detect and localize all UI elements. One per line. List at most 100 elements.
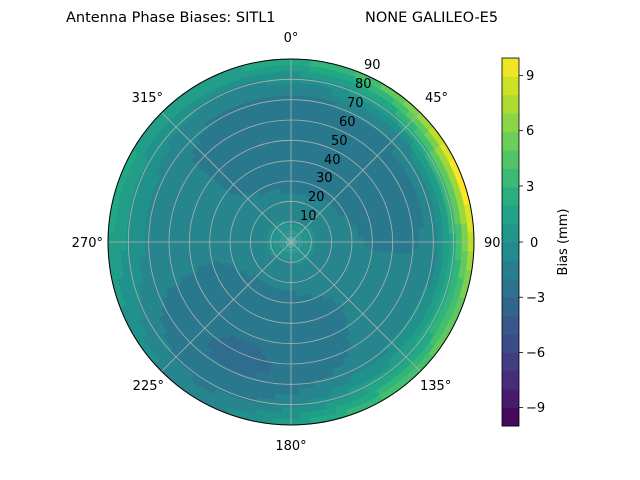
colorbar-ticks: [519, 75, 523, 409]
contour-cell: [295, 252, 300, 260]
contour-cell: [297, 387, 308, 396]
contour-cell: [382, 236, 390, 244]
contour-cell: [299, 257, 305, 265]
contour-cell: [298, 218, 303, 226]
contour-cell: [357, 234, 366, 240]
contour-cell: [301, 233, 309, 238]
contour-cell: [298, 226, 305, 234]
contour-cell: [305, 216, 312, 224]
contour-cell: [316, 221, 324, 228]
contour-cell: [411, 254, 420, 264]
contour-cell: [300, 220, 307, 228]
colorbar-label: Bias (mm): [556, 209, 571, 276]
contour-cell: [284, 339, 291, 347]
contour-cell: [300, 229, 307, 235]
contour-cell: [318, 254, 326, 260]
contour-cell: [321, 245, 329, 249]
colorbar-band: [502, 76, 519, 96]
contour-cell: [291, 239, 298, 242]
contour-cell: [376, 242, 384, 248]
contour-cell: [296, 252, 301, 260]
radial-tick-20: 20: [308, 190, 325, 205]
contour-cell: [293, 302, 299, 311]
contour-cell: [298, 251, 305, 258]
contour-cell: [375, 306, 386, 317]
contour-cell: [376, 237, 384, 243]
contour-cell: [304, 224, 312, 231]
contour-cell: [274, 276, 280, 284]
contour-cell: [289, 400, 300, 408]
contour-cell: [282, 363, 291, 372]
contour-cell: [297, 251, 303, 259]
contour-cell: [302, 237, 311, 241]
contour-cell: [297, 258, 302, 267]
contour-cell: [351, 242, 360, 247]
colorbar-band: [502, 168, 519, 188]
contour-cell: [291, 242, 294, 249]
contour-cell: [291, 100, 300, 109]
contour-cell: [393, 224, 402, 233]
colorbar-band: [502, 315, 519, 335]
contour-cell: [291, 76, 302, 84]
contour-cell: [331, 226, 340, 232]
contour-cell: [291, 240, 299, 242]
contour-cell: [284, 272, 288, 280]
contour-cell: [287, 266, 290, 274]
contour-cell: [417, 220, 426, 230]
contour-cell: [288, 254, 291, 262]
contour-cell: [371, 311, 383, 322]
contour-cell: [301, 269, 307, 278]
contour-cell: [313, 250, 321, 256]
contour-cell: [300, 344, 309, 353]
contour-cell: [304, 107, 314, 116]
contour-cell: [291, 161, 297, 169]
contour-cell: [294, 231, 301, 238]
contour-cell: [299, 212, 305, 220]
contour-cell: [302, 236, 311, 240]
contour-cell: [289, 339, 297, 347]
contour-cell: [423, 219, 432, 230]
contour-cell: [308, 232, 316, 237]
contour-cell: [296, 217, 301, 225]
contour-cell: [292, 266, 295, 274]
contour-cell: [283, 278, 288, 286]
contour-cell: [291, 130, 298, 139]
contour-cell: [309, 222, 317, 228]
contour-cell: [375, 246, 384, 253]
contour-cell: [284, 265, 288, 274]
chart-title-left: Antenna Phase Biases: SITL1: [66, 10, 276, 26]
contour-cell: [351, 231, 360, 237]
contour-cell: [286, 253, 290, 262]
contour-cell: [307, 248, 315, 253]
contour-cell: [286, 308, 291, 317]
contour-cell: [279, 332, 287, 341]
contour-cell: [291, 247, 294, 256]
contour-cell: [298, 264, 303, 273]
contour-cell: [300, 270, 305, 279]
contour-cell: [315, 243, 323, 246]
contour-cell: [284, 333, 291, 341]
angular-tick-315: 315°: [132, 91, 163, 106]
contour-cell: [292, 253, 296, 262]
contour-cell: [291, 242, 295, 249]
contour-cell: [295, 253, 299, 261]
contour-cell: [306, 228, 314, 234]
contour-cell: [296, 236, 304, 240]
contour-cell: [292, 254, 295, 262]
contour-cell: [293, 247, 297, 255]
contour-cell: [308, 257, 316, 264]
contour-cell: [327, 245, 335, 250]
contour-cell: [273, 288, 279, 297]
contour-cell: [300, 276, 305, 285]
contour-cell: [293, 308, 299, 317]
contour-cell: [296, 244, 304, 248]
contour-cell: [314, 245, 323, 249]
contour-cell: [270, 411, 283, 420]
contour-cell: [394, 230, 402, 238]
contour-cell: [305, 287, 312, 296]
contour-cell: [280, 394, 291, 402]
angular-tick-45: 45°: [425, 91, 448, 106]
contour-cell: [291, 238, 298, 242]
contour-cell: [300, 248, 308, 254]
